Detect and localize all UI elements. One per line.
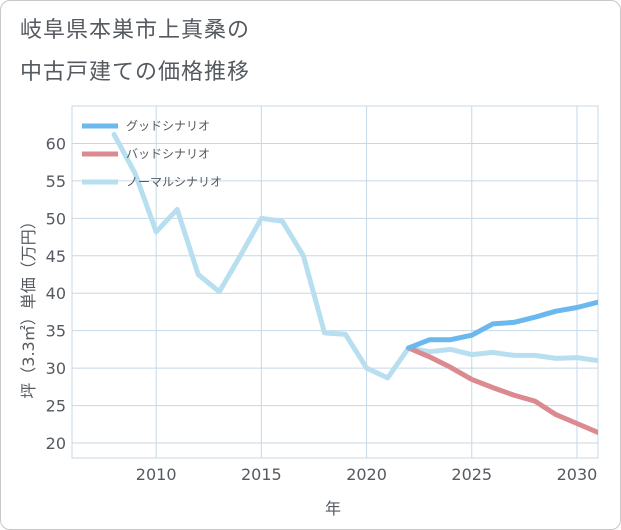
legend-label: グッドシナリオ (126, 119, 210, 133)
y-tick-label: 50 (46, 209, 66, 228)
x-tick-label: 2010 (136, 465, 177, 484)
y-tick-label: 35 (46, 322, 66, 341)
y-tick-label: 55 (46, 172, 66, 191)
x-tick-label: 2020 (346, 465, 387, 484)
good-scenario-line (406, 299, 598, 351)
bad-scenario-line (406, 345, 598, 435)
legend-label: バッドシナリオ (126, 147, 210, 161)
y-tick-label: 25 (46, 397, 66, 416)
x-tick-label: 2025 (451, 465, 492, 484)
chart-title-line-2: 中古戸建ての価格推移 (20, 60, 251, 85)
series-layer (111, 132, 598, 435)
x-tick-label: 2015 (241, 465, 282, 484)
y-tick-label: 30 (46, 359, 66, 378)
normal-scenario-line (111, 132, 598, 381)
y-axis-label: 坪（3.3㎡）単価（万円） (19, 213, 38, 398)
legend-label: ノーマルシナリオ (126, 175, 222, 189)
legend-item-bad: バッドシナリオ (82, 147, 210, 161)
x-tick-label: 2030 (557, 465, 598, 484)
chart-title-line-1: 岐阜県本巣市上真桑の (20, 18, 251, 43)
legend-item-normal: ノーマルシナリオ (82, 175, 222, 189)
y-tick-label: 40 (46, 284, 66, 303)
x-axis-label: 年 (325, 499, 341, 518)
plot-border (71, 105, 599, 459)
y-tick-label: 60 (46, 134, 66, 153)
y-tick-label: 20 (46, 434, 66, 453)
grid-layer (71, 105, 599, 459)
legend-item-good: グッドシナリオ (82, 119, 210, 133)
y-tick-label: 45 (46, 247, 66, 266)
